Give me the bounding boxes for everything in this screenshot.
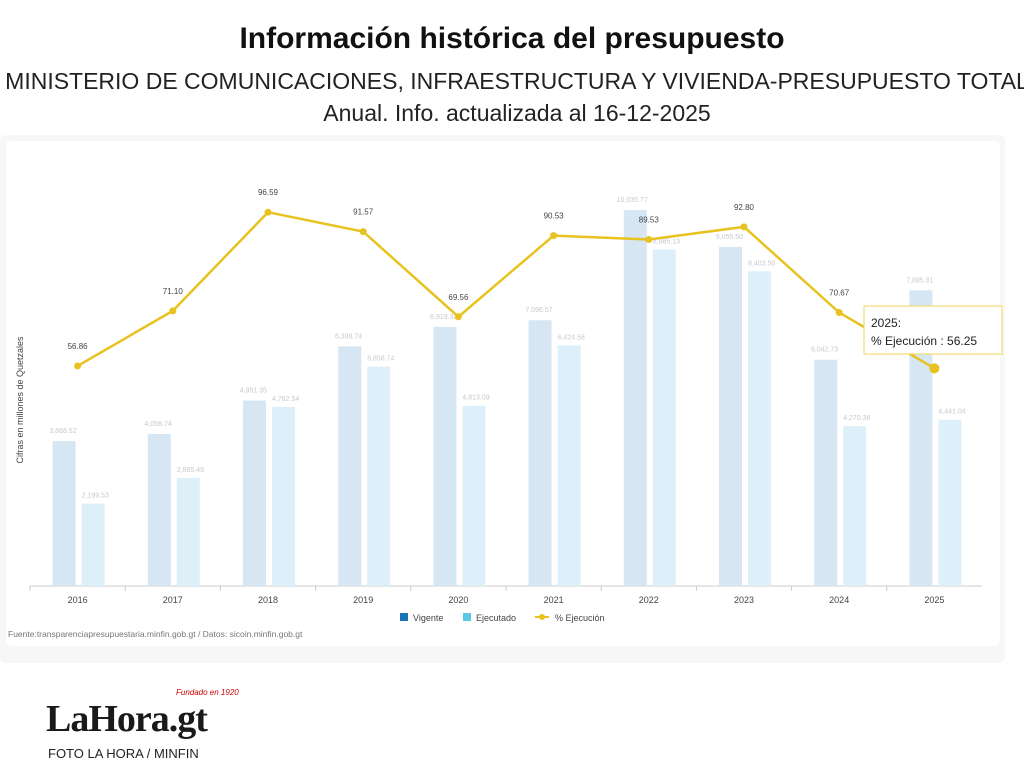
bar-vigente: [243, 400, 266, 586]
source-note: Fuente:transparenciapresupuestaria.minfi…: [8, 629, 303, 639]
legend-swatch: [400, 613, 408, 621]
vigente-label: 3,868.52: [49, 428, 76, 435]
ejecutado-label: 8,985.13: [653, 239, 680, 246]
ejecucion-label: 91.57: [353, 208, 374, 217]
ejecutado-label: 4,782.54: [272, 396, 299, 403]
bar-vigente: [719, 246, 742, 586]
x-tick-label: 2021: [544, 595, 564, 605]
ejecucion-label: 92.80: [734, 203, 755, 212]
vigente-label: 6,919.33: [430, 314, 457, 321]
bar-ejecutado: [748, 271, 771, 586]
y-axis-label: Cifras en millones de Quetzales: [15, 336, 25, 464]
ejecucion-label: 96.59: [258, 188, 279, 197]
bar-ejecutado: [367, 366, 391, 586]
x-tick-label: 2017: [163, 595, 183, 605]
bar-ejecutado: [557, 345, 581, 586]
ejecucion-point: [929, 363, 940, 374]
bar-ejecutado: [652, 249, 676, 586]
ejecucion-label: 90.53: [544, 212, 565, 221]
tooltip: [863, 305, 1003, 355]
bar-vigente: [433, 326, 457, 586]
ejecutado-label: 2,199.53: [82, 493, 109, 500]
x-tick-label: 2019: [353, 595, 373, 605]
update-date: Anual. Info. actualizada al 16-12-2025: [323, 100, 711, 126]
x-tick-label: 2022: [639, 595, 659, 605]
vigente-label: 9,055.50: [716, 234, 743, 241]
bar-ejecutado: [938, 419, 962, 586]
ejecucion-point: [835, 309, 843, 317]
vigente-label: 6,042.73: [811, 347, 838, 354]
ejecucion-point: [264, 208, 272, 216]
tooltip-text: % Ejecución : 56.25: [871, 334, 977, 348]
vigente-label: 7,895.81: [906, 277, 933, 284]
ejecutado-label: 6,424.58: [558, 334, 585, 341]
bar-vigente: [623, 210, 647, 587]
subtitle: MINISTERIO DE COMUNICACIONES, INFRAESTRU…: [5, 68, 1024, 94]
bar-vigente: [814, 359, 838, 586]
bar-ejecutado: [272, 406, 295, 586]
legend-swatch: [463, 613, 471, 621]
ejecutado-label: 2,885.49: [177, 467, 204, 474]
x-tick-label: 2020: [448, 595, 468, 605]
page-title: Información histórica del presupuesto: [239, 22, 785, 55]
x-tick-label: 2025: [924, 595, 944, 605]
bar-ejecutado: [176, 477, 200, 586]
x-tick-label: 2016: [68, 595, 88, 605]
bar-vigente: [528, 320, 552, 586]
lahora-logo: LaHora.gt Fundado en 1920: [46, 688, 239, 740]
legend-label: Ejecutado: [476, 613, 516, 623]
bar-vigente: [147, 434, 171, 586]
ejecucion-point: [550, 232, 558, 240]
ejecutado-label: 4,813.09: [462, 395, 489, 402]
vigente-label: 6,398.74: [335, 333, 362, 340]
ejecucion-point: [645, 236, 653, 244]
ejecucion-label: 89.53: [639, 216, 660, 225]
vigente-label: 4,058.74: [145, 421, 172, 428]
ejecutado-label: 4,441.04: [938, 409, 965, 416]
bar-ejecutado: [843, 426, 867, 586]
ejecucion-point: [454, 313, 462, 321]
legend-swatch: [539, 614, 545, 620]
ejecucion-point: [359, 228, 367, 236]
ejecucion-label: 70.67: [829, 289, 850, 298]
ejecucion-point: [169, 307, 177, 315]
ejecucion-label: 71.10: [163, 287, 184, 296]
vigente-label: 4,951.35: [240, 388, 267, 395]
ejecucion-point: [74, 362, 82, 370]
vigente-label: 7,096.57: [525, 307, 552, 314]
logo-text: LaHora.gt: [46, 698, 208, 740]
vigente-label: 10,035.77: [617, 197, 648, 204]
photo-credit: FOTO LA HORA / MINFIN: [48, 746, 199, 761]
ejecucion-line: [76, 210, 936, 370]
ejecucion-point: [740, 223, 748, 231]
x-tick-label: 2018: [258, 595, 278, 605]
ejecutado-label: 4,270.36: [843, 415, 870, 422]
legend-label: Vigente: [413, 613, 443, 623]
ejecucion-label: 56.86: [68, 342, 89, 351]
x-tick-label: 2024: [829, 595, 849, 605]
logo-tag: Fundado en 1920: [176, 688, 239, 697]
legend-label: % Ejecución: [555, 613, 605, 623]
bar-vigente: [338, 346, 362, 586]
ejecutado-label: 8,403.50: [748, 260, 775, 267]
ejecucion-label: 69.56: [448, 293, 469, 302]
bar-ejecutado: [81, 503, 105, 586]
x-tick-label: 2023: [734, 595, 754, 605]
bar-vigente: [52, 441, 76, 586]
tooltip-title: 2025:: [871, 316, 901, 330]
ejecutado-label: 5,858.74: [367, 356, 394, 363]
bar-ejecutado: [462, 405, 486, 586]
